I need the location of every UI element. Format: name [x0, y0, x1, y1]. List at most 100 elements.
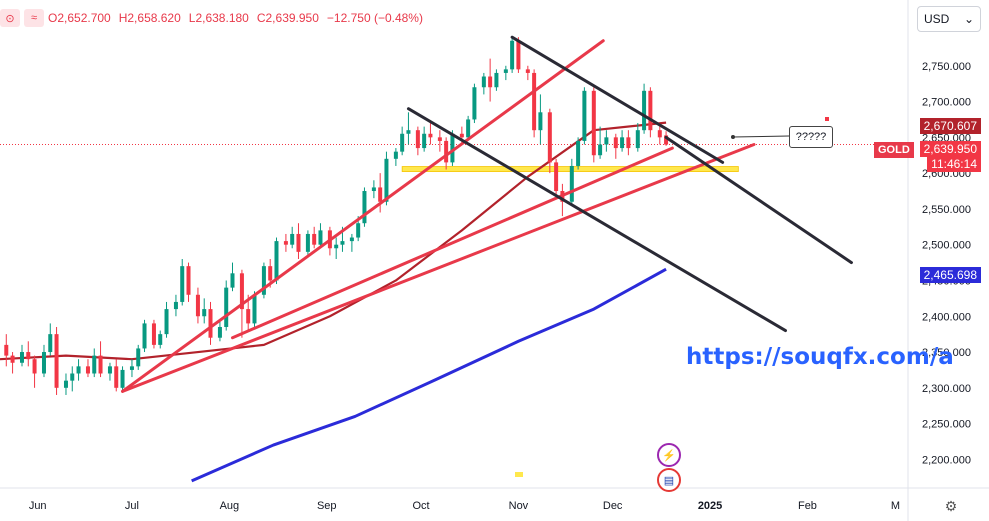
candle-body — [362, 191, 367, 224]
candle-body — [613, 137, 618, 149]
x-tick-label: Jul — [125, 500, 139, 512]
candle-body — [554, 162, 559, 192]
ma-short-line — [0, 121, 667, 361]
candle-body — [532, 72, 537, 131]
candle-body — [305, 233, 310, 252]
candle-body — [525, 69, 530, 73]
candle-body — [334, 244, 339, 249]
collapse-icon[interactable]: ⊙ — [0, 9, 20, 27]
ma-long-label: 2,465.698 — [919, 267, 981, 283]
candle-body — [494, 72, 499, 88]
candle-body — [400, 133, 405, 152]
candle-body — [4, 344, 9, 356]
candle-body — [195, 294, 200, 317]
candle-body — [569, 165, 574, 202]
candle-body — [268, 266, 273, 281]
channel-upper-ext — [664, 135, 853, 265]
candle-body — [208, 309, 213, 338]
candle-body — [657, 130, 662, 138]
channel-lower — [406, 107, 787, 333]
lightning-icon[interactable]: ⚡ — [657, 443, 681, 467]
candle-body — [217, 326, 222, 338]
y-tick-label: 2,500.000 — [922, 240, 971, 252]
x-tick-label: Aug — [220, 500, 240, 512]
candle-body — [173, 301, 178, 310]
candle-body — [620, 137, 625, 149]
ohlc-header: ⊙ ≈ O2,652.700 H2,658.620 L2,638.180 C2,… — [0, 8, 431, 28]
currency-value: USD — [924, 12, 950, 26]
trend-red-2 — [230, 146, 674, 340]
candle-body — [384, 158, 389, 202]
candle-body — [76, 366, 81, 374]
candle-body — [180, 266, 185, 302]
note-pointer — [732, 135, 790, 138]
y-tick-label: 2,700.000 — [922, 97, 971, 109]
note-anchor — [731, 135, 735, 139]
candle-body — [114, 366, 119, 388]
candle-body — [246, 309, 251, 324]
x-tick-label: M — [891, 500, 900, 512]
marker-dot — [825, 117, 829, 121]
trend-red-3 — [121, 143, 756, 393]
candle-body — [340, 241, 345, 245]
candle-body — [510, 40, 515, 70]
note-callout[interactable]: ????? — [789, 126, 833, 148]
candle-body — [472, 87, 477, 120]
candle-body — [378, 187, 383, 202]
candle-body — [63, 380, 68, 388]
currency-select[interactable]: USD ⌄ — [917, 6, 981, 32]
candle-body — [356, 223, 361, 238]
candle-body — [503, 69, 508, 73]
candle-body — [591, 90, 596, 156]
y-tick-label: 2,550.000 — [922, 204, 971, 216]
symbol-label: GOLD — [874, 142, 914, 158]
candle-body — [488, 76, 493, 88]
candle-body — [107, 366, 112, 374]
candle-body — [547, 112, 552, 163]
x-tick-label: Oct — [412, 500, 429, 512]
chevron-down-icon: ⌄ — [963, 12, 974, 26]
y-tick-label: 2,750.000 — [922, 61, 971, 73]
candle-body — [26, 352, 31, 360]
event-marker — [515, 472, 523, 477]
candle-body — [151, 323, 156, 345]
candle-body — [129, 366, 134, 370]
wave-icon[interactable]: ≈ — [24, 9, 44, 27]
candle-body — [142, 323, 147, 349]
candle-body — [98, 355, 103, 374]
candle-body — [202, 309, 207, 317]
low-value: L2,638.180 — [188, 11, 249, 25]
countdown-label: 11:46:14 — [927, 156, 981, 172]
candle-body — [406, 130, 411, 134]
candle-body — [158, 334, 163, 345]
candle-body — [437, 137, 442, 141]
candle-body — [318, 230, 323, 245]
ma-short-label: 2,670.607 — [919, 118, 981, 134]
candle-body — [296, 233, 301, 252]
candle-body — [283, 241, 288, 245]
candle-body — [428, 133, 433, 138]
candle-body — [466, 119, 471, 138]
candle-body — [120, 369, 125, 388]
candle-body — [516, 40, 521, 70]
open-value: O2,652.700 — [48, 11, 111, 25]
candle-body — [10, 355, 15, 363]
ma-long-line — [191, 267, 667, 483]
change-value: −12.750 (−0.48%) — [326, 11, 423, 25]
candle-body — [224, 287, 229, 327]
candle-body — [41, 352, 46, 374]
watermark-url: https://souqfx.com/a — [686, 344, 954, 370]
settings-icon[interactable]: ⚙ — [944, 497, 958, 514]
candle-body — [261, 266, 266, 295]
candle-body — [450, 133, 455, 163]
candle-body — [538, 112, 543, 131]
x-tick-label: Dec — [603, 500, 623, 512]
last-price-label: 2,639.950 — [919, 141, 981, 157]
candle-body — [371, 187, 376, 192]
candle-body — [32, 359, 37, 374]
candle-body — [70, 373, 75, 381]
candle-body — [54, 334, 59, 388]
us-flag-icon[interactable]: ▤ — [657, 468, 681, 492]
candle-body — [136, 348, 141, 367]
